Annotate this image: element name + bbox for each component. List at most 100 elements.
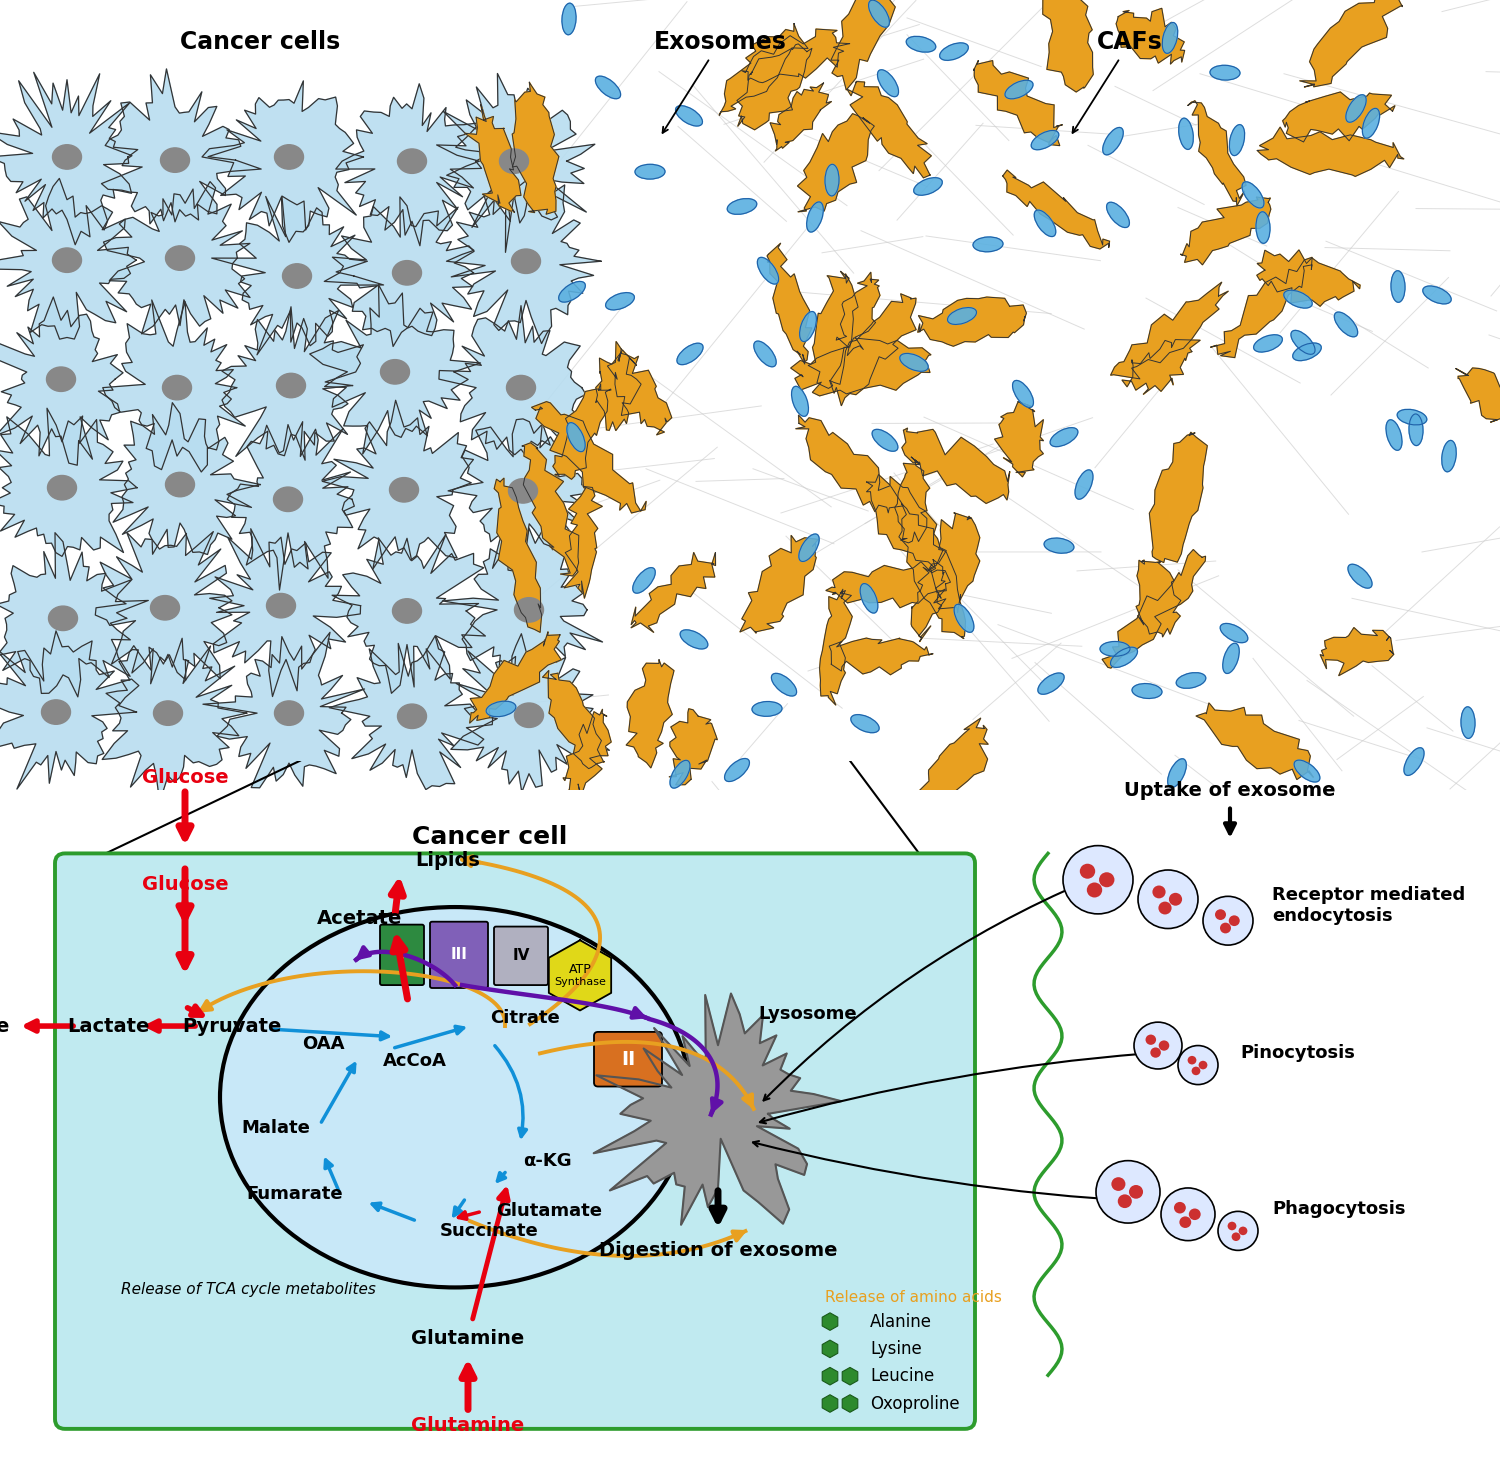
Polygon shape bbox=[531, 402, 646, 514]
Circle shape bbox=[1191, 1067, 1200, 1075]
Polygon shape bbox=[902, 429, 1010, 503]
Ellipse shape bbox=[1396, 410, 1426, 424]
Ellipse shape bbox=[1179, 119, 1194, 149]
Polygon shape bbox=[1210, 257, 1312, 357]
Text: Release of amino acids: Release of amino acids bbox=[825, 1290, 1002, 1305]
Ellipse shape bbox=[150, 595, 180, 620]
Polygon shape bbox=[741, 29, 849, 83]
Text: Pyruvate: Pyruvate bbox=[183, 1017, 282, 1036]
Text: Release of TCA cycle metabolites: Release of TCA cycle metabolites bbox=[120, 1282, 375, 1296]
Ellipse shape bbox=[1346, 95, 1366, 123]
Polygon shape bbox=[632, 553, 716, 632]
Polygon shape bbox=[0, 178, 136, 339]
Polygon shape bbox=[96, 531, 232, 683]
Polygon shape bbox=[766, 243, 812, 364]
Ellipse shape bbox=[1254, 335, 1282, 353]
Polygon shape bbox=[102, 638, 246, 802]
Polygon shape bbox=[1257, 127, 1404, 177]
Circle shape bbox=[1161, 1188, 1215, 1241]
Polygon shape bbox=[736, 44, 812, 130]
Ellipse shape bbox=[675, 105, 702, 126]
Ellipse shape bbox=[724, 758, 750, 781]
Ellipse shape bbox=[160, 148, 189, 173]
FancyBboxPatch shape bbox=[494, 926, 548, 985]
FancyBboxPatch shape bbox=[430, 922, 488, 988]
Polygon shape bbox=[452, 633, 609, 791]
Ellipse shape bbox=[868, 0, 889, 28]
Polygon shape bbox=[328, 636, 494, 790]
Polygon shape bbox=[0, 408, 136, 556]
Ellipse shape bbox=[1107, 202, 1130, 228]
Polygon shape bbox=[831, 0, 912, 89]
Ellipse shape bbox=[1404, 748, 1423, 775]
Polygon shape bbox=[228, 421, 354, 590]
Ellipse shape bbox=[398, 704, 426, 729]
Ellipse shape bbox=[800, 312, 816, 341]
Ellipse shape bbox=[1362, 108, 1380, 138]
Circle shape bbox=[1188, 1056, 1197, 1065]
Polygon shape bbox=[1116, 9, 1185, 64]
Polygon shape bbox=[309, 285, 480, 454]
Text: ATP: ATP bbox=[568, 963, 591, 976]
Text: Lactate: Lactate bbox=[0, 1017, 10, 1036]
Ellipse shape bbox=[1220, 623, 1248, 642]
Ellipse shape bbox=[1335, 312, 1358, 336]
Text: Pinocytosis: Pinocytosis bbox=[1240, 1045, 1354, 1062]
Ellipse shape bbox=[1284, 290, 1312, 309]
Ellipse shape bbox=[267, 594, 296, 617]
Polygon shape bbox=[447, 180, 602, 344]
Circle shape bbox=[1134, 1023, 1182, 1069]
Ellipse shape bbox=[48, 606, 78, 631]
Text: α-KG: α-KG bbox=[524, 1151, 572, 1169]
Polygon shape bbox=[102, 69, 261, 224]
Polygon shape bbox=[522, 443, 579, 576]
Polygon shape bbox=[0, 72, 138, 244]
Ellipse shape bbox=[771, 673, 796, 696]
Ellipse shape bbox=[282, 263, 312, 288]
Text: Citrate: Citrate bbox=[490, 1009, 560, 1027]
Text: Exosomes: Exosomes bbox=[654, 31, 786, 54]
Text: Acetate: Acetate bbox=[318, 910, 402, 928]
Polygon shape bbox=[562, 710, 610, 797]
Polygon shape bbox=[448, 418, 602, 571]
Polygon shape bbox=[808, 272, 858, 388]
Ellipse shape bbox=[46, 367, 75, 392]
Polygon shape bbox=[930, 512, 980, 613]
Circle shape bbox=[1152, 885, 1166, 898]
Ellipse shape bbox=[754, 341, 776, 367]
Text: Lysosome: Lysosome bbox=[759, 1005, 858, 1023]
Polygon shape bbox=[0, 631, 140, 789]
Ellipse shape bbox=[507, 376, 536, 399]
Polygon shape bbox=[830, 638, 933, 674]
Text: Succinate: Succinate bbox=[440, 1222, 538, 1239]
Circle shape bbox=[1096, 1160, 1160, 1223]
Polygon shape bbox=[795, 415, 903, 514]
Ellipse shape bbox=[1424, 285, 1450, 304]
Polygon shape bbox=[322, 401, 474, 569]
Ellipse shape bbox=[1348, 565, 1372, 588]
Circle shape bbox=[1138, 870, 1198, 929]
Text: AcCoA: AcCoA bbox=[382, 1052, 447, 1071]
Circle shape bbox=[1239, 1226, 1248, 1235]
Ellipse shape bbox=[393, 260, 422, 285]
Text: I: I bbox=[399, 947, 405, 964]
Ellipse shape bbox=[606, 293, 634, 310]
Polygon shape bbox=[1299, 0, 1402, 86]
Ellipse shape bbox=[512, 249, 540, 274]
Polygon shape bbox=[1042, 0, 1094, 92]
Polygon shape bbox=[1004, 170, 1110, 249]
Polygon shape bbox=[994, 401, 1044, 477]
Ellipse shape bbox=[728, 199, 758, 215]
Text: II: II bbox=[621, 1050, 634, 1068]
Ellipse shape bbox=[939, 42, 969, 60]
Circle shape bbox=[1088, 882, 1102, 897]
Polygon shape bbox=[1102, 550, 1206, 669]
Ellipse shape bbox=[558, 281, 585, 303]
Polygon shape bbox=[974, 60, 1062, 146]
Polygon shape bbox=[211, 196, 384, 356]
FancyBboxPatch shape bbox=[56, 853, 975, 1429]
Text: Glucose: Glucose bbox=[141, 768, 228, 787]
Polygon shape bbox=[436, 73, 596, 252]
Ellipse shape bbox=[48, 475, 76, 500]
Polygon shape bbox=[740, 535, 818, 633]
